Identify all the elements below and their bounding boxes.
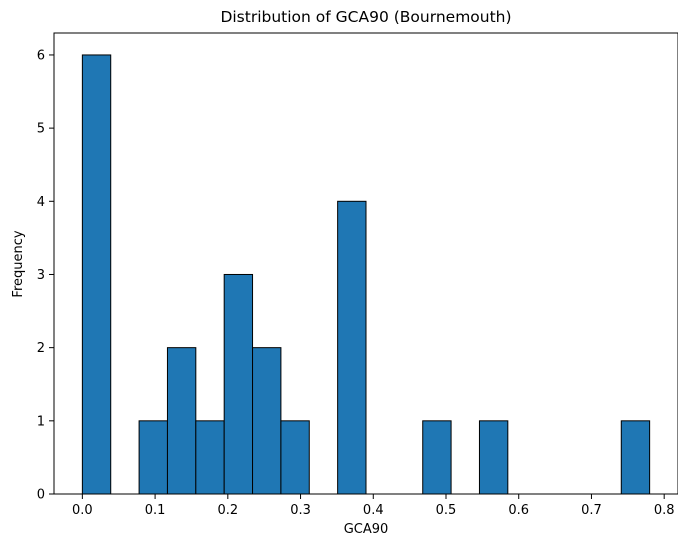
bars-layer	[81, 54, 651, 495]
histogram-bar	[337, 200, 367, 495]
histogram-bar	[620, 420, 651, 495]
y-tick-label: 5	[37, 122, 45, 137]
x-tick-label: 0.5	[436, 503, 457, 518]
x-axis: 0.0 0.1 0.2 0.3 0.4 0.5 0.6 0.7 0.8	[72, 494, 675, 518]
x-tick-label: 0.2	[217, 503, 238, 518]
x-tick-label: 0.6	[508, 503, 529, 518]
x-tick-label: 0.8	[654, 503, 675, 518]
y-tick-label: 2	[37, 341, 45, 356]
y-tick-label: 4	[37, 195, 45, 210]
chart-title: Distribution of GCA90 (Bournemouth)	[220, 8, 511, 26]
y-tick-label: 1	[37, 414, 45, 429]
histogram-bar	[478, 420, 509, 495]
y-tick-label: 3	[37, 268, 45, 283]
x-tick-label: 0.1	[145, 503, 166, 518]
x-tick-label: 0.3	[290, 503, 311, 518]
histogram-bar	[166, 347, 197, 495]
histogram-bar	[223, 273, 254, 495]
x-axis-title: GCA90	[344, 522, 389, 537]
y-axis: 0 1 2 3 4 5 6	[37, 48, 54, 503]
y-axis-title: Frequency	[11, 230, 26, 297]
x-tick-label: 0.0	[72, 503, 93, 518]
x-tick-label: 0.7	[581, 503, 602, 518]
histogram-bar	[81, 54, 112, 495]
histogram-bar	[280, 420, 310, 495]
x-tick-label: 0.4	[363, 503, 384, 518]
histogram-bar	[422, 420, 452, 495]
histogram-bar	[195, 420, 225, 495]
plot-frame	[53, 32, 678, 495]
y-tick-label: 0	[37, 488, 45, 503]
histogram-bar	[252, 347, 282, 495]
y-tick-label: 6	[37, 48, 45, 63]
histogram-bar	[138, 420, 168, 495]
